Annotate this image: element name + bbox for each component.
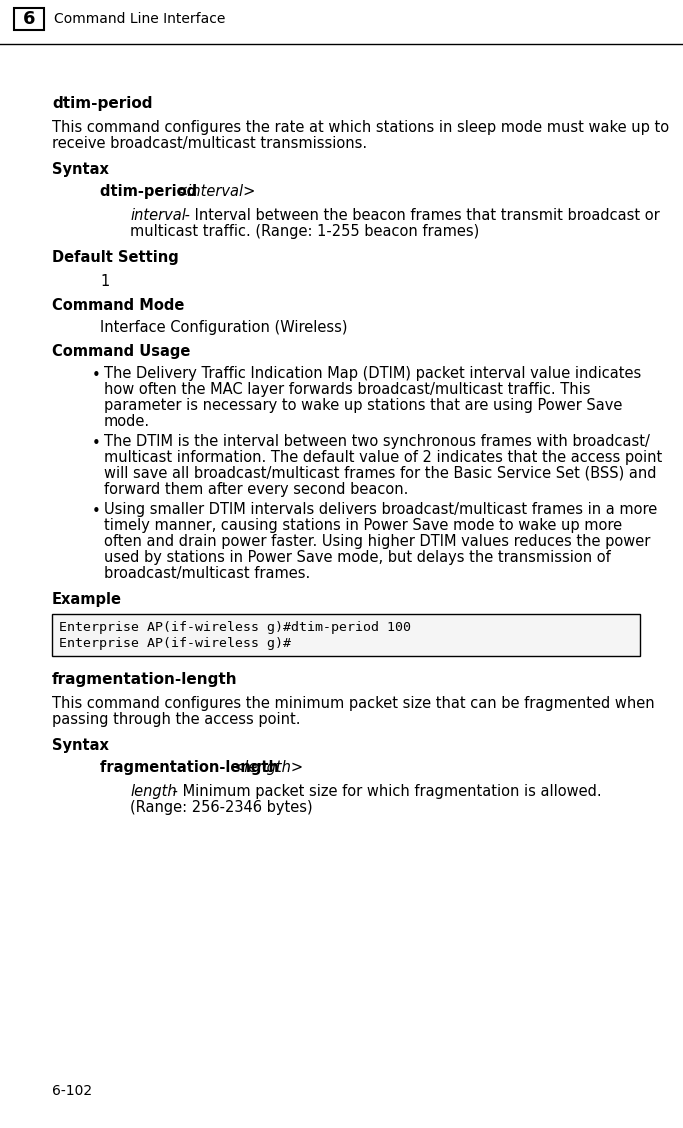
Text: (Range: 256-2346 bytes): (Range: 256-2346 bytes) (130, 800, 313, 816)
Text: dtim-period: dtim-period (100, 184, 202, 199)
Text: Interface Configuration (Wireless): Interface Configuration (Wireless) (100, 320, 348, 335)
Text: timely manner, causing stations in Power Save mode to wake up more: timely manner, causing stations in Power… (104, 518, 622, 534)
Text: interval: interval (130, 208, 186, 223)
Text: fragmentation-length: fragmentation-length (52, 672, 238, 687)
Text: Command Mode: Command Mode (52, 298, 184, 312)
Bar (52, 614, 640, 656)
Text: parameter is necessary to wake up stations that are using Power Save: parameter is necessary to wake up statio… (104, 398, 622, 413)
Text: This command configures the minimum packet size that can be fragmented when: This command configures the minimum pack… (52, 696, 654, 711)
Text: broadcast/multicast frames.: broadcast/multicast frames. (104, 566, 310, 581)
Text: <length>: <length> (232, 760, 303, 775)
Text: often and drain power faster. Using higher DTIM values reduces the power: often and drain power faster. Using high… (104, 534, 650, 549)
Text: multicast information. The default value of 2 indicates that the access point: multicast information. The default value… (104, 450, 663, 465)
Text: The Delivery Traffic Indication Map (DTIM) packet interval value indicates: The Delivery Traffic Indication Map (DTI… (104, 365, 641, 381)
Text: passing through the access point.: passing through the access point. (52, 712, 301, 728)
Text: Syntax: Syntax (52, 738, 109, 754)
Text: fragmentation-length: fragmentation-length (100, 760, 284, 775)
Text: receive broadcast/multicast transmissions.: receive broadcast/multicast transmission… (52, 136, 367, 151)
Text: length: length (130, 784, 177, 799)
Text: Enterprise AP(if-wireless g)#: Enterprise AP(if-wireless g)# (59, 637, 291, 650)
Text: Example: Example (52, 592, 122, 607)
Text: multicast traffic. (Range: 1-255 beacon frames): multicast traffic. (Range: 1-255 beacon … (130, 224, 479, 239)
Text: Using smaller DTIM intervals delivers broadcast/multicast frames in a more: Using smaller DTIM intervals delivers br… (104, 502, 657, 517)
Text: The DTIM is the interval between two synchronous frames with broadcast/: The DTIM is the interval between two syn… (104, 434, 650, 449)
Text: will save all broadcast/multicast frames for the Basic Service Set (BSS) and: will save all broadcast/multicast frames… (104, 466, 656, 481)
Text: Command Usage: Command Usage (52, 344, 191, 359)
Text: - Minimum packet size for which fragmentation is allowed.: - Minimum packet size for which fragment… (168, 784, 602, 799)
Text: •: • (92, 368, 101, 384)
Text: Enterprise AP(if-wireless g)#dtim-period 100: Enterprise AP(if-wireless g)#dtim-period… (59, 622, 411, 634)
Text: mode.: mode. (104, 414, 150, 429)
Text: forward them after every second beacon.: forward them after every second beacon. (104, 482, 408, 497)
Text: Default Setting: Default Setting (52, 250, 179, 265)
Text: - Interval between the beacon frames that transmit broadcast or: - Interval between the beacon frames tha… (180, 208, 660, 223)
Text: how often the MAC layer forwards broadcast/multicast traffic. This: how often the MAC layer forwards broadca… (104, 382, 591, 397)
Text: 1: 1 (100, 274, 109, 289)
Text: Syntax: Syntax (52, 162, 109, 177)
Bar (14, 8, 44, 30)
Text: Command Line Interface: Command Line Interface (54, 12, 225, 26)
Text: <interval>: <interval> (176, 184, 256, 199)
Text: dtim-period: dtim-period (52, 96, 152, 111)
Text: 6-102: 6-102 (52, 1084, 92, 1098)
Text: This command configures the rate at which stations in sleep mode must wake up to: This command configures the rate at whic… (52, 120, 669, 135)
Text: •: • (92, 504, 101, 519)
Text: 6: 6 (23, 10, 36, 28)
Text: •: • (92, 437, 101, 451)
Text: used by stations in Power Save mode, but delays the transmission of: used by stations in Power Save mode, but… (104, 550, 611, 565)
